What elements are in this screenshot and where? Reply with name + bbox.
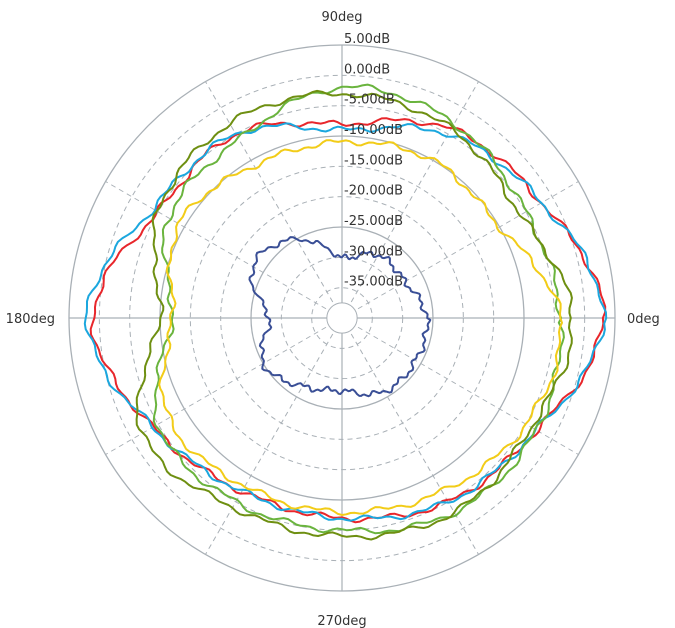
angle-label: 0deg xyxy=(627,312,660,327)
radial-tick-label: -5.00dB xyxy=(344,93,395,108)
radial-tick-label: -25.00dB xyxy=(344,214,403,229)
grid-ring-dashed xyxy=(189,165,495,471)
series-line xyxy=(152,83,565,535)
grid-spoke xyxy=(105,317,342,455)
radial-tick-label: 0.00dB xyxy=(344,62,390,77)
series-line xyxy=(158,139,563,516)
radial-tick-label: -15.00dB xyxy=(344,153,403,168)
series-line xyxy=(135,89,573,541)
radial-tick-label: 5.00dB xyxy=(344,32,390,47)
grid-ring-dashed xyxy=(129,105,555,531)
series-line xyxy=(89,117,607,524)
grid-center-ring xyxy=(326,302,358,334)
angle-label: 90deg xyxy=(321,10,362,25)
grid-ring-dashed xyxy=(98,74,586,562)
grid-spoke xyxy=(342,181,579,319)
label-layer: 5.00dB 0.00dB -5.00dB -10.00dB -15.00dB -20.0… xyxy=(6,10,660,628)
grid-spoke xyxy=(205,318,343,555)
grid-ring-dashed xyxy=(311,287,373,349)
grid-spoke xyxy=(105,181,342,319)
radial-tick-label: -10.00dB xyxy=(344,123,403,138)
grid-ring-solid xyxy=(250,226,434,410)
grid-spoke xyxy=(205,81,343,318)
radial-tick-label: -30.00dB xyxy=(344,244,403,259)
radial-tick-label: -35.00dB xyxy=(344,275,403,290)
angle-label: 270deg xyxy=(317,614,366,628)
series-line xyxy=(248,236,432,398)
grid-ring-solid xyxy=(68,44,616,592)
series-line xyxy=(83,122,608,522)
radial-tick-label: -20.00dB xyxy=(344,184,403,199)
grid-ring-dashed xyxy=(280,256,404,380)
grid-layer xyxy=(68,44,616,592)
angle-label: 180deg xyxy=(6,312,55,327)
series-layer xyxy=(83,83,608,541)
grid-spoke xyxy=(341,81,479,318)
grid-ring-dashed xyxy=(220,196,464,440)
